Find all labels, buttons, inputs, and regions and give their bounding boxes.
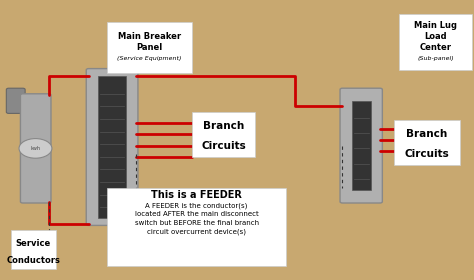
Bar [352, 101, 371, 190]
Text: This is a FEEDER: This is a FEEDER [151, 190, 242, 200]
Text: Panel: Panel [137, 43, 163, 52]
FancyBboxPatch shape [86, 69, 138, 225]
Text: Conductors: Conductors [7, 256, 60, 265]
FancyBboxPatch shape [394, 120, 460, 165]
FancyBboxPatch shape [340, 88, 383, 203]
Bar [98, 76, 126, 218]
Text: Service: Service [16, 239, 51, 248]
Text: Branch: Branch [203, 121, 244, 131]
FancyBboxPatch shape [20, 94, 51, 203]
Text: Main Breaker: Main Breaker [118, 32, 181, 41]
Text: A FEEDER is the conductor(s)
located AFTER the main disconnect
switch but BEFORE: A FEEDER is the conductor(s) located AFT… [135, 202, 259, 235]
Text: Main Lug: Main Lug [414, 21, 457, 30]
Text: Center: Center [419, 43, 451, 52]
Text: Branch: Branch [406, 129, 447, 139]
Text: Load: Load [424, 32, 447, 41]
Circle shape [19, 139, 52, 158]
Text: Circuits: Circuits [201, 141, 246, 151]
Text: (Service Equipment): (Service Equipment) [118, 56, 182, 61]
FancyBboxPatch shape [192, 112, 255, 157]
FancyBboxPatch shape [108, 22, 192, 73]
FancyBboxPatch shape [6, 88, 25, 113]
FancyBboxPatch shape [108, 188, 286, 266]
FancyBboxPatch shape [11, 230, 55, 269]
Text: (Sub-panel): (Sub-panel) [417, 56, 454, 61]
Text: Circuits: Circuits [405, 149, 449, 159]
FancyBboxPatch shape [399, 14, 472, 70]
Text: kwh: kwh [30, 146, 40, 151]
